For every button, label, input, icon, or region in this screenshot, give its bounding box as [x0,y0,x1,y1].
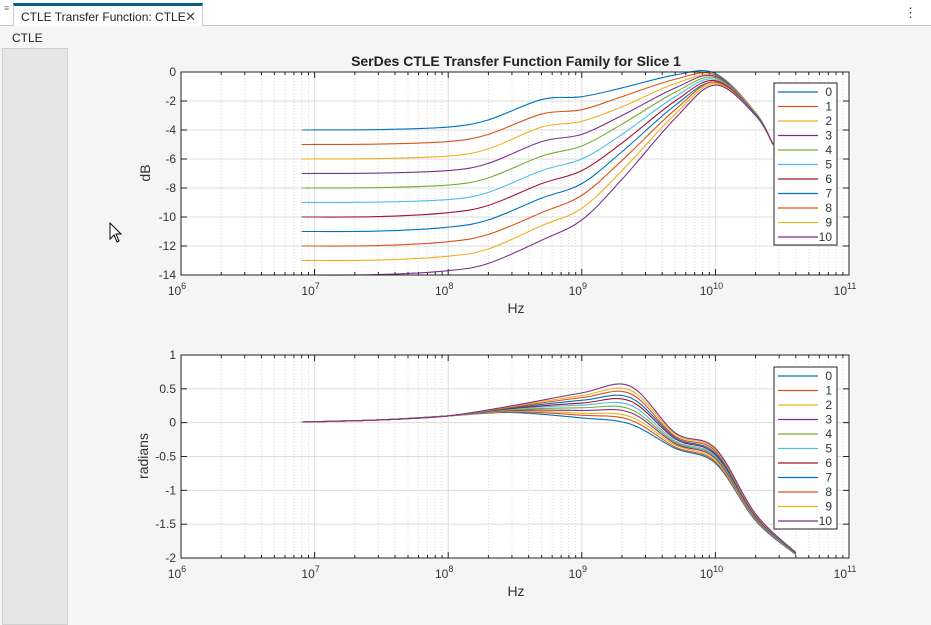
top-xlabel: Hz [507,300,524,316]
x-tick-label: 1010 [700,281,723,298]
cursor-icon [109,222,123,243]
tab-bar: ≡ CTLE Transfer Function: CTLE ✕ ⋮ [0,0,931,26]
x-tick-label: 106 [168,564,186,581]
y-tick-label: -4 [165,123,176,137]
legend-label-5: 5 [825,442,832,456]
legend-label-5: 5 [825,158,832,172]
grip-icon[interactable]: ≡ [4,3,10,13]
x-tick-label: 1011 [834,281,857,298]
tab-label: CTLE Transfer Function: CTLE [21,10,186,24]
series-line-4 [301,76,774,189]
series-line-10 [301,84,774,276]
legend-label-0: 0 [825,85,832,99]
chart-title: SerDes CTLE Transfer Function Family for… [351,53,681,69]
legend-label-4: 4 [825,427,832,441]
x-tick-label: 108 [435,281,453,298]
legend-label-10: 10 [819,514,833,528]
more-vertical-icon[interactable]: ⋮ [904,5,917,20]
y-tick-label: -1.5 [155,517,176,531]
series-line-9 [301,83,774,262]
y-tick-label: 0.5 [159,382,176,396]
legend-label-7: 7 [825,187,832,201]
legend-label-2: 2 [825,114,832,128]
bottom-ylabel: radians [135,433,151,479]
legend-label-9: 9 [825,216,832,230]
legend-label-9: 9 [825,500,832,514]
x-tick-label: 107 [301,564,319,581]
x-tick-label: 106 [168,281,186,298]
sidebar-panel [2,48,68,625]
y-tick-label: -14 [159,268,177,282]
legend-label-1: 1 [825,384,832,398]
legend-label-6: 6 [825,172,832,186]
x-tick-label: 109 [569,281,587,298]
bottom-xlabel: Hz [507,583,524,599]
axes-box [180,71,850,276]
series-line-8 [301,81,774,247]
legend-label-8: 8 [825,201,832,215]
axes-box [180,354,850,559]
legend-label-4: 4 [825,143,832,157]
legend-label-8: 8 [825,485,832,499]
y-tick-label: 0 [169,65,176,79]
legend-label-3: 3 [825,413,832,427]
y-tick-label: -2 [165,94,176,108]
series-line-3 [301,74,774,175]
close-icon[interactable]: ✕ [185,9,196,24]
y-tick-label: -2 [165,551,176,565]
y-tick-label: -8 [165,181,176,195]
x-tick-label: 109 [569,564,587,581]
top-ylabel: dB [137,164,153,181]
legend-label-10: 10 [819,230,833,244]
series-line-10 [301,383,797,553]
series-line-6 [301,79,774,218]
plot-area [181,72,849,275]
y-tick-label: 0 [169,416,176,430]
legend-label-7: 7 [825,471,832,485]
series-line-5 [301,78,774,204]
x-tick-label: 1010 [700,564,723,581]
series-line-1 [301,72,774,146]
y-tick-label: -12 [159,239,177,253]
y-tick-label: -1 [165,483,176,497]
panel-title: CTLE [12,31,43,45]
legend-label-0: 0 [825,369,832,383]
y-tick-label: -0.5 [155,450,176,464]
y-tick-label: 1 [169,348,176,362]
legend-label-2: 2 [825,398,832,412]
x-tick-label: 1011 [834,564,857,581]
x-tick-label: 108 [435,564,453,581]
legend-label-3: 3 [825,129,832,143]
y-tick-label: -6 [165,152,176,166]
magnitude-axes: 106 107 108 109 1010 10110-2-4-6-8-10-12-1401… [159,65,857,298]
legend-label-1: 1 [825,100,832,114]
tab-ctle-transfer-function[interactable]: CTLE Transfer Function: CTLE ✕ [13,3,203,26]
legend-label-6: 6 [825,456,832,470]
y-tick-label: -10 [159,210,177,224]
series-line-0 [301,69,774,145]
phase-axes: 106 107 108 109 1010 101110.50-0.5-1-1.5-2012… [155,348,856,581]
x-tick-label: 107 [301,281,319,298]
